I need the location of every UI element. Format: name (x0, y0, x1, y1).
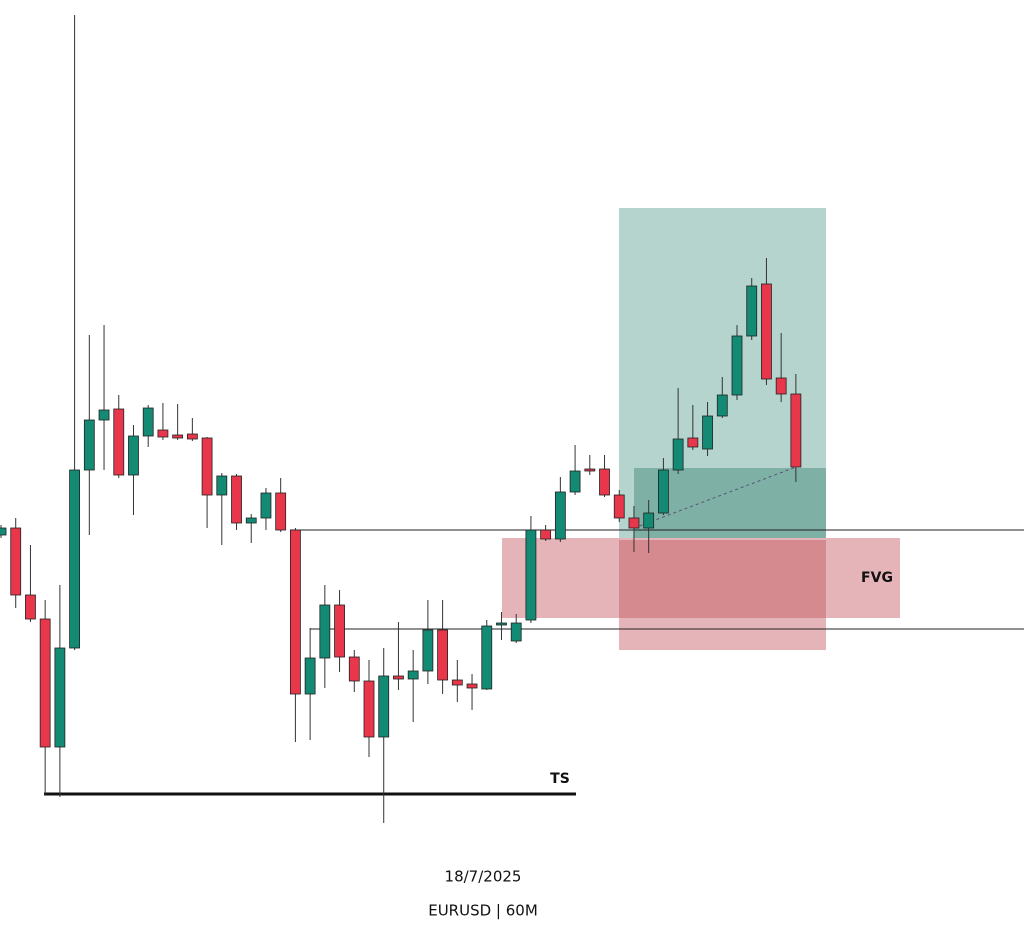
candle-body (275, 492, 287, 531)
candle-body (186, 433, 198, 440)
date-label: 18/7/2025 (445, 868, 522, 886)
candle-body (746, 285, 758, 337)
candle-body (451, 679, 463, 686)
candle-body (363, 680, 375, 738)
candle-body (334, 604, 345, 658)
candle-body (481, 625, 493, 690)
trade-line (633, 466, 797, 529)
candle-body (510, 622, 522, 642)
candle-body (393, 675, 404, 680)
caption: EURUSD | 60M (428, 902, 538, 920)
candle-body (599, 468, 610, 496)
candles (0, 15, 802, 823)
candle-body (540, 529, 552, 540)
candle-body (672, 438, 684, 471)
risk-overlap (619, 540, 826, 618)
candle-body (613, 494, 625, 519)
candle-body (231, 475, 242, 524)
candle-body (525, 529, 537, 621)
candle-body (466, 683, 478, 689)
candle-body (54, 647, 66, 748)
candle-body (245, 517, 257, 524)
candle-body (319, 604, 331, 659)
candle-body (304, 657, 316, 695)
candle-body (643, 512, 655, 529)
candle-body (39, 618, 51, 748)
candle-body (658, 469, 669, 514)
candle-body (554, 491, 566, 540)
candle-body (98, 409, 110, 421)
candle-body (761, 283, 772, 380)
candle-body (0, 527, 7, 536)
candle-body (348, 656, 360, 682)
candle-body (407, 670, 419, 680)
candle-body (496, 622, 507, 626)
candle-body (10, 527, 22, 596)
candle-body (69, 469, 80, 649)
candle-body (289, 529, 301, 695)
candle-body (128, 435, 139, 476)
candle-body (25, 594, 36, 620)
candle-body (628, 517, 640, 529)
candle-body (378, 675, 390, 738)
candle-body (216, 475, 228, 496)
candle-body (569, 470, 581, 493)
candle-body (172, 434, 184, 439)
ts-label: TS (550, 771, 570, 787)
candle-body (83, 419, 95, 471)
candle-body (702, 415, 713, 450)
candle-body (775, 377, 787, 395)
candle-body (716, 394, 728, 417)
candle-body (113, 408, 125, 476)
candle-body (687, 437, 699, 448)
candle-body (201, 437, 213, 496)
candle-body (584, 468, 596, 472)
candle-body (790, 393, 802, 468)
candle-body (142, 407, 154, 437)
candle-body (437, 629, 449, 681)
candle-body (731, 335, 743, 396)
candle-body (260, 492, 272, 519)
candle-body (157, 429, 169, 438)
fvg-label: FVG (861, 570, 893, 586)
candle-body (422, 629, 434, 672)
